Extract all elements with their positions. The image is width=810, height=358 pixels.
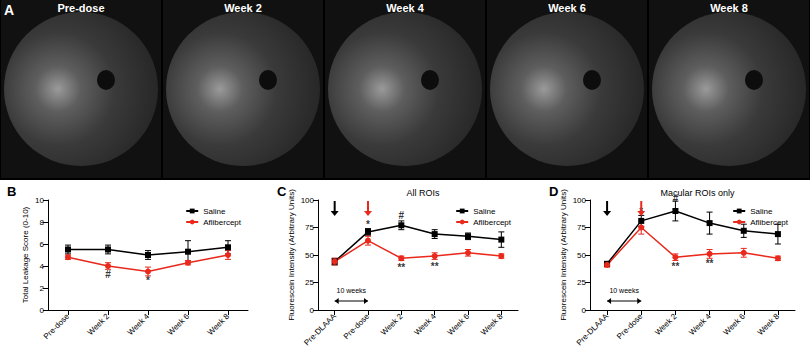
svg-text:10 weeks: 10 weeks: [609, 287, 639, 294]
svg-text:Week 4: Week 4: [126, 311, 152, 337]
svg-text:Week 4: Week 4: [412, 311, 438, 337]
svg-text:25: 25: [305, 278, 314, 287]
svg-text:Aflibercept: Aflibercept: [473, 218, 512, 227]
html-text:Week 8: Week 8: [710, 2, 748, 14]
svg-text:Week 6: Week 6: [722, 311, 748, 337]
html-text:Week 4: Week 4: [386, 2, 424, 14]
svg-text:Week 8: Week 8: [756, 311, 782, 337]
svg-text:**: **: [431, 261, 439, 272]
svg-text:0: 0: [310, 306, 315, 315]
svg-text:#: #: [105, 269, 111, 280]
svg-text:Fluorescein Intensity (Arbitra: Fluorescein Intensity (Arbitrary Units): [559, 189, 568, 321]
svg-text:Week 8: Week 8: [479, 311, 505, 337]
html-text:Pre-dose: Pre-dose: [57, 2, 105, 14]
svg-text:75: 75: [577, 223, 586, 232]
svg-text:25: 25: [577, 278, 586, 287]
svg-text:50: 50: [305, 251, 314, 260]
svg-text:*: *: [366, 219, 370, 230]
svg-text:2: 2: [40, 284, 45, 293]
svg-text:0: 0: [582, 306, 587, 315]
svg-text:C: C: [277, 184, 287, 199]
svg-text:100: 100: [573, 196, 587, 205]
svg-text:4: 4: [40, 262, 45, 271]
svg-text:**: **: [672, 261, 680, 272]
svg-text:Pre-dose: Pre-dose: [615, 311, 645, 341]
svg-text:0: 0: [40, 306, 45, 315]
svg-text:Aflibercept: Aflibercept: [203, 218, 242, 227]
svg-text:Week 4: Week 4: [687, 311, 713, 337]
svg-text:75: 75: [305, 223, 314, 232]
svg-text:Week 8: Week 8: [206, 311, 232, 337]
svg-text:D: D: [549, 184, 558, 199]
svg-text:*: *: [146, 275, 150, 286]
svg-text:Aflibercept: Aflibercept: [750, 218, 789, 227]
html-text:A: A: [4, 2, 15, 18]
svg-text:All ROIs: All ROIs: [406, 188, 440, 198]
svg-text:Pre-dose: Pre-dose: [42, 311, 72, 341]
svg-text:Pre-DLAAA: Pre-DLAAA: [575, 311, 611, 347]
svg-text:#: #: [399, 210, 405, 221]
html-text:Week 2: Week 2: [224, 2, 262, 14]
svg-text:**: **: [706, 258, 714, 269]
svg-text:10 weeks: 10 weeks: [337, 287, 367, 294]
svg-text:Week 2: Week 2: [86, 311, 112, 337]
svg-text:Week 6: Week 6: [166, 311, 192, 337]
svg-text:50: 50: [577, 251, 586, 260]
svg-text:Week 2: Week 2: [379, 311, 405, 337]
svg-text:100: 100: [301, 196, 315, 205]
svg-text:Saline: Saline: [750, 207, 773, 216]
svg-text:Pre-dose: Pre-dose: [342, 311, 372, 341]
svg-text:Fluorescein Intensity (Arbitra: Fluorescein Intensity (Arbitrary Units): [287, 189, 296, 321]
svg-text:Pre-DLAAA: Pre-DLAAA: [302, 311, 338, 347]
svg-text:6: 6: [40, 240, 45, 249]
svg-text:**: **: [397, 262, 405, 273]
html-text:Week 6: Week 6: [548, 2, 586, 14]
svg-text:Saline: Saline: [203, 207, 226, 216]
svg-text:Saline: Saline: [473, 207, 496, 216]
svg-text:Week 6: Week 6: [446, 311, 472, 337]
svg-text:B: B: [7, 184, 16, 199]
svg-text:8: 8: [40, 218, 45, 227]
svg-text:10: 10: [35, 196, 44, 205]
svg-text:Macular ROIs only: Macular ROIs only: [660, 188, 735, 198]
svg-text:Week 2: Week 2: [653, 311, 679, 337]
svg-text:Total Leakage Score (0-10): Total Leakage Score (0-10): [21, 206, 30, 303]
